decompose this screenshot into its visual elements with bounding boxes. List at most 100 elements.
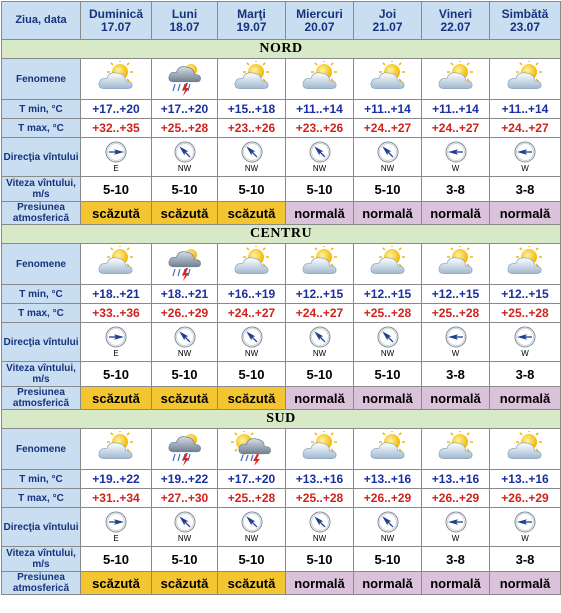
tmax-value: +25..+28	[489, 303, 561, 323]
day-date: 21.07	[372, 19, 403, 34]
tmax-value: +23..+26	[285, 118, 354, 138]
pressure-value: normală	[421, 386, 490, 410]
tmin-value: +18..+21	[151, 284, 218, 304]
partly-cloudy-icon	[438, 61, 473, 89]
phenomena-cell	[151, 58, 218, 100]
pressure-value: scăzută	[151, 201, 218, 225]
pressure-row: Presiunea atmosferică scăzută scăzută scăzu…	[1, 571, 561, 595]
wind-speed-value: 5-10	[151, 546, 218, 572]
pressure-value: normală	[285, 571, 354, 595]
wind-speed-value: 3-8	[489, 546, 561, 572]
pressure-value: scăzută	[217, 386, 286, 410]
phenomena-cell	[151, 243, 218, 285]
pressure-value: normală	[353, 571, 422, 595]
cloud-rain-thunder-icon	[168, 249, 201, 281]
wind-direction-wrap: NW	[355, 511, 421, 543]
day-header-2: Marţi 19.07	[217, 1, 286, 40]
phenomena-label: Fenomene	[1, 58, 81, 100]
tmin-value: +19..+22	[151, 469, 218, 489]
wind-direction-value: W	[451, 349, 460, 358]
day-name: Miercuri	[296, 6, 343, 21]
wind-direction-cell: NW	[285, 137, 354, 177]
wind-direction-cell: NW	[285, 322, 354, 362]
compass-icon	[174, 141, 195, 163]
tmin-value: +12..+15	[285, 284, 354, 304]
wind-direction-cell: NW	[217, 507, 286, 547]
tmax-value: +25..+28	[421, 303, 490, 323]
tmax-value: +26..+29	[489, 488, 561, 508]
tmax-value: +25..+28	[285, 488, 354, 508]
partly-cloudy-icon	[98, 431, 133, 459]
wind-direction-cell: NW	[151, 137, 218, 177]
tmax-value: +33..+36	[80, 303, 152, 323]
partly-cloudy-icon	[370, 246, 405, 274]
wind-speed-value: 3-8	[421, 361, 490, 387]
tmin-value: +12..+15	[489, 284, 561, 304]
wind-speed-value: 3-8	[421, 546, 490, 572]
compass-icon	[309, 326, 330, 348]
partly-cloudy-icon	[234, 61, 269, 89]
day-date: 20.07	[304, 19, 335, 34]
wind-speed-value: 5-10	[285, 176, 354, 202]
tmin-label: T min, °C	[1, 99, 81, 119]
day-date: 17.07	[100, 19, 132, 34]
pressure-label: Presiunea atmosferică	[1, 201, 81, 225]
wind-direction-value: E	[113, 349, 119, 358]
day-name: Vineri	[438, 6, 473, 21]
tmax-value: +25..+28	[151, 118, 218, 138]
tmin-value: +11..+14	[285, 99, 354, 119]
partly-cloudy-icon	[507, 431, 542, 459]
region-title: SUD	[1, 409, 561, 429]
pressure-row: Presiunea atmosferică scăzută scăzută scăzu…	[1, 386, 561, 410]
wind-direction-cell: E	[80, 137, 152, 177]
region-row-sud: SUD	[1, 409, 561, 429]
tmax-label: T max, °C	[1, 488, 81, 508]
partly-cloudy-icon	[98, 61, 133, 89]
wind-direction-value: NW	[312, 349, 327, 358]
compass-icon	[241, 511, 262, 533]
pressure-value: normală	[285, 201, 354, 225]
day-name: Luni	[171, 6, 198, 21]
wind-speed-value: 3-8	[421, 176, 490, 202]
tmax-value: +26..+29	[421, 488, 490, 508]
wind-direction-value: NW	[177, 349, 192, 358]
pressure-value: normală	[353, 201, 422, 225]
wind-direction-cell: W	[489, 507, 561, 547]
partly-cloudy-icon	[234, 246, 269, 274]
wind-direction-wrap: NW	[355, 326, 421, 358]
tmin-value: +11..+14	[489, 99, 561, 119]
day-header-5: Vineri 22.07	[421, 1, 490, 40]
wind-direction-value: E	[113, 164, 119, 173]
pressure-value: scăzută	[80, 201, 152, 225]
wind-speed-value: 5-10	[80, 361, 152, 387]
phenomena-cell	[421, 428, 490, 470]
partly-cloudy-icon	[370, 61, 405, 89]
wind-direction-wrap: NW	[355, 141, 421, 173]
tmax-row: T max, °C +32..+35 +25..+28 +23..+26 +23..+2…	[1, 118, 561, 138]
wind-speed-row: Viteza vîntului, m/s 5-10 5-10 5-10 5-10 5-10…	[1, 361, 561, 387]
wind-direction-wrap: NW	[219, 326, 285, 358]
header-row: Ziua, data Duminică 17.07 Luni 18.07 Marţi 19…	[1, 1, 561, 40]
tmax-value: +24..+27	[217, 303, 286, 323]
day-header-0: Duminică 17.07	[80, 1, 152, 40]
wind-speed-row: Viteza vîntului, m/s 5-10 5-10 5-10 5-10 5-10…	[1, 176, 561, 202]
wind-direction-wrap: W	[423, 141, 489, 173]
tmax-value: +24..+27	[353, 118, 422, 138]
wind-speed-value: 5-10	[217, 361, 286, 387]
wind-direction-cell: NW	[151, 322, 218, 362]
wind-direction-wrap: NW	[287, 141, 353, 173]
tmin-value: +15..+18	[217, 99, 286, 119]
wind-speed-value: 5-10	[217, 176, 286, 202]
wind-direction-value: NW	[177, 164, 192, 173]
corner-label: Ziua, data	[1, 1, 81, 40]
phenomena-cell	[285, 428, 354, 470]
pressure-value: normală	[489, 201, 561, 225]
compass-icon	[514, 511, 536, 533]
wind-direction-value: NW	[244, 349, 259, 358]
partly-cloudy-icon	[507, 246, 542, 274]
tmin-value: +11..+14	[421, 99, 490, 119]
tmin-value: +13..+16	[353, 469, 422, 489]
tmax-value: +24..+27	[285, 303, 354, 323]
tmax-value: +26..+29	[353, 488, 422, 508]
tmin-label: T min, °C	[1, 284, 81, 304]
